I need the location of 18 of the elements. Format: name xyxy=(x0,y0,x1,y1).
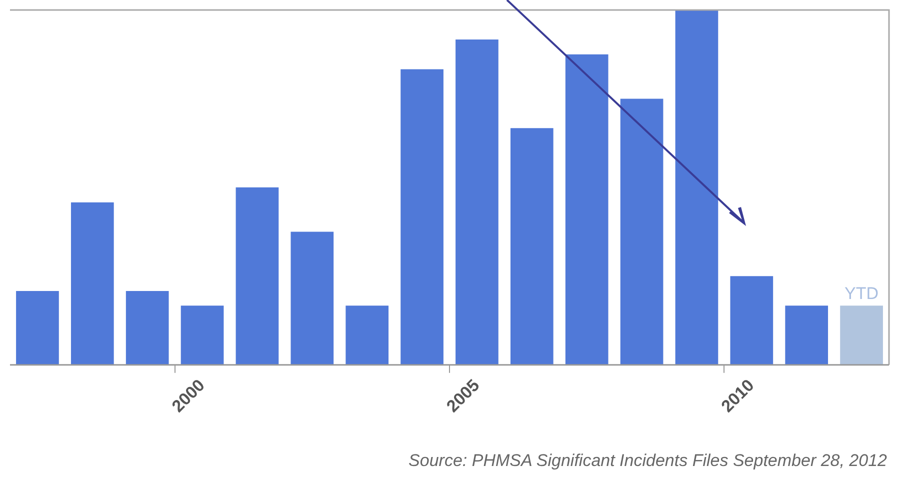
bar xyxy=(730,276,774,365)
annotation: YTD xyxy=(844,284,879,303)
bar xyxy=(70,202,114,365)
bar xyxy=(16,291,59,365)
bar xyxy=(510,128,554,365)
bar xyxy=(675,10,718,365)
bar xyxy=(346,306,389,365)
bar xyxy=(785,306,828,365)
bar xyxy=(290,232,334,365)
bar xyxy=(620,98,664,365)
bar xyxy=(236,187,279,365)
bar xyxy=(400,69,444,365)
bar xyxy=(456,39,498,365)
bar xyxy=(565,54,608,365)
bar xyxy=(126,291,169,365)
source-note: Source: PHMSA Significant Incidents Files September 28, 2012 xyxy=(408,451,887,471)
bar xyxy=(840,306,883,365)
bar xyxy=(180,306,224,365)
